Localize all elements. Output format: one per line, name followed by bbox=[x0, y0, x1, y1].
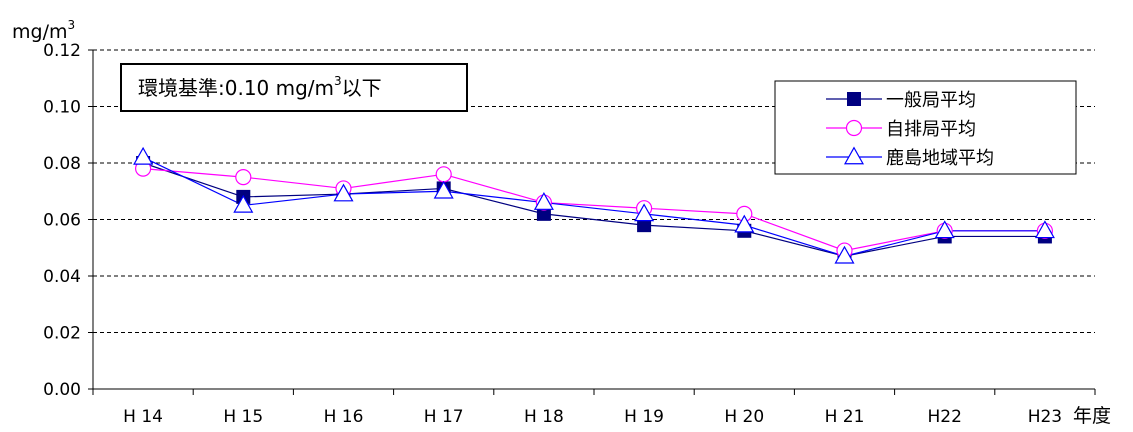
data-point bbox=[333, 183, 354, 202]
legend-label: 鹿島地域平均 bbox=[886, 148, 994, 169]
x-ticks: H 14 H 15 H 16 H 17 H 18 H 19 H 20 H 21 H22 H23 bbox=[92, 389, 1096, 427]
x-tick-label: H23 bbox=[1028, 407, 1062, 427]
series-open-triangle bbox=[142, 156, 1045, 257]
series bbox=[133, 146, 1055, 264]
y-tick-label: 0.00 bbox=[43, 380, 81, 400]
x-tick-label: H 15 bbox=[223, 407, 263, 427]
y-tick-label: 0.08 bbox=[43, 154, 81, 174]
legend-entry: 鹿島地域平均 bbox=[826, 146, 994, 169]
data-point bbox=[433, 180, 454, 199]
standard-annotation-text: 環境基準:0.10 mg/m3以下 bbox=[138, 74, 382, 100]
series-open-circle bbox=[143, 168, 1045, 252]
y-tick-label: 0.12 bbox=[43, 41, 81, 61]
y-ticks: 0.00 0.02 0.04 0.06 0.08 0.10 0.12 bbox=[43, 41, 93, 400]
data-point bbox=[533, 192, 554, 210]
series-markers bbox=[135, 160, 1054, 259]
data-point bbox=[845, 119, 863, 137]
x-tick-label: H 18 bbox=[524, 407, 564, 427]
y-tick-label: 0.04 bbox=[43, 267, 81, 287]
legend-label: 自排局平均 bbox=[886, 119, 976, 140]
x-tick-label: H22 bbox=[927, 407, 961, 427]
series-markers bbox=[133, 146, 1055, 264]
standard-annotation-box bbox=[120, 63, 468, 112]
series-line bbox=[143, 168, 1045, 252]
x-tick-label: H 19 bbox=[624, 407, 664, 427]
x-tick-label: H 17 bbox=[424, 407, 464, 427]
x-tick-label: H 16 bbox=[324, 407, 364, 427]
x-axis-label: 年度 bbox=[1073, 405, 1111, 427]
data-point bbox=[843, 146, 865, 165]
data-point bbox=[435, 166, 452, 183]
y-tick-label: 0.06 bbox=[43, 211, 81, 231]
data-point bbox=[847, 92, 861, 106]
x-tick-label: H 20 bbox=[724, 407, 764, 427]
x-tick-label: H 14 bbox=[123, 407, 163, 427]
series-line bbox=[142, 156, 1045, 257]
y-axis-unit: mg/m3 bbox=[12, 18, 75, 43]
series-line bbox=[142, 162, 1045, 257]
data-point bbox=[934, 220, 955, 239]
data-point bbox=[235, 169, 252, 186]
data-point bbox=[233, 194, 254, 213]
y-tick-label: 0.10 bbox=[43, 98, 81, 118]
data-point bbox=[1034, 220, 1055, 239]
data-point bbox=[834, 245, 855, 264]
legend-entry: 一般局平均 bbox=[826, 90, 976, 111]
legend-entry: 自排局平均 bbox=[826, 119, 976, 140]
x-tick-label: H 21 bbox=[825, 407, 865, 427]
legend-box bbox=[774, 80, 1077, 175]
y-tick-label: 0.02 bbox=[43, 324, 81, 344]
data-point bbox=[634, 203, 655, 222]
series-filled-square bbox=[142, 162, 1045, 257]
legend-label: 一般局平均 bbox=[886, 90, 976, 111]
data-point bbox=[734, 214, 755, 233]
data-point bbox=[133, 146, 154, 165]
standard-annotation: 環境基準:0.10 mg/m3以下 bbox=[120, 63, 468, 112]
